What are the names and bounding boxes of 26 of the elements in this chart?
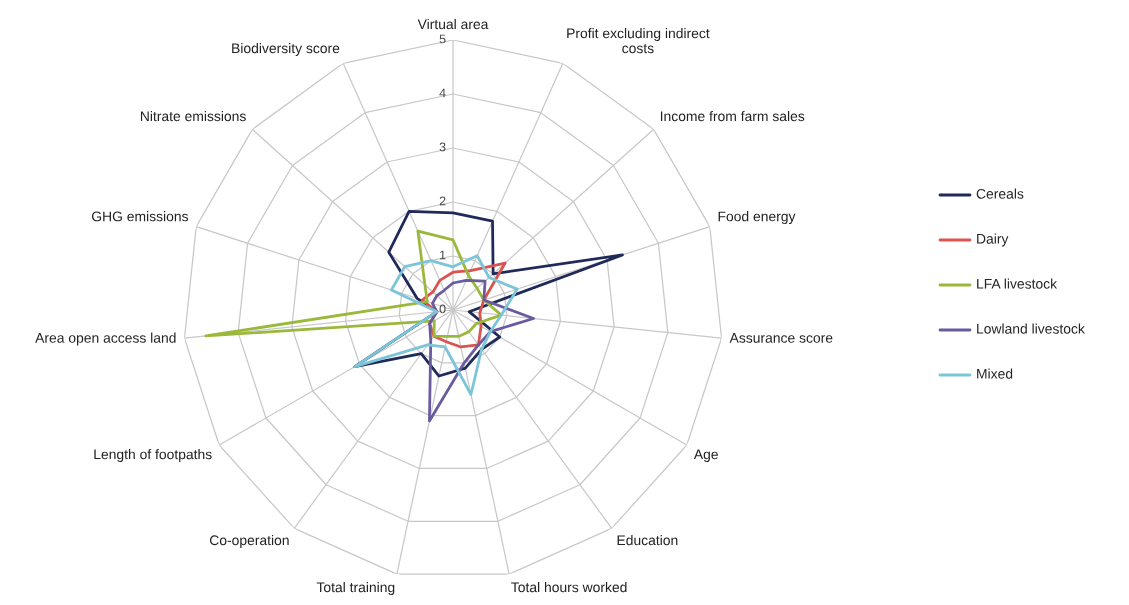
spoke-label: Income from farm sales	[660, 110, 805, 122]
spoke-label: Age	[693, 449, 718, 462]
y-tick-label: 5	[439, 34, 446, 44]
spoke-label: Nitrate emissions	[140, 110, 246, 122]
spoke-label: Assurance score	[729, 333, 833, 343]
spoke-label: GHG emissions	[91, 211, 189, 222]
spoke-label: Length of footpaths	[94, 449, 212, 462]
spoke-label: Total hours worked	[511, 582, 627, 593]
y-tick-label: 4	[439, 88, 446, 98]
spoke-label: Biodiversity score	[232, 43, 340, 56]
y-tick-label: 3	[439, 142, 446, 152]
spoke-label: Area open access land	[35, 332, 176, 346]
y-tick-label: 1	[440, 250, 446, 260]
legend-label: Lowland livestock	[977, 323, 1085, 334]
legend-label: Mixed	[977, 368, 1013, 379]
spoke-label: Co-operation	[209, 534, 289, 548]
legend-label: LFA livestock	[977, 278, 1058, 289]
spoke-label: Total training	[316, 582, 395, 595]
spoke-label: Education	[617, 534, 678, 546]
spoke-label: Food energy	[718, 211, 796, 225]
legend-label: Dairy	[977, 233, 1009, 247]
legend-label: Cereals	[976, 188, 1024, 199]
spoke-label: Profit excluding indirect costs	[567, 28, 710, 54]
y-tick-label: 2	[439, 196, 446, 206]
y-tick-label: 0	[439, 304, 446, 314]
spoke-label: Virtual area	[417, 18, 489, 30]
